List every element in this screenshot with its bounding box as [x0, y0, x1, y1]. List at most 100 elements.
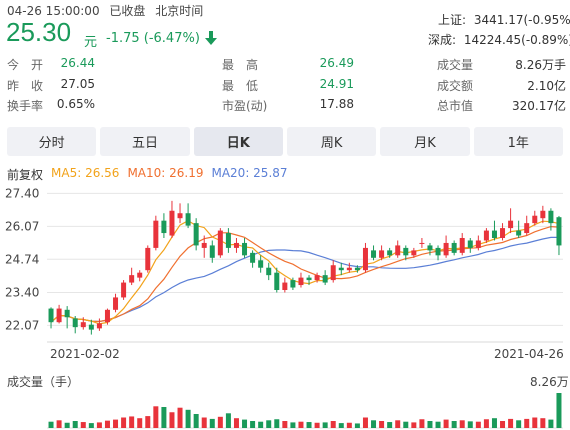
y-tick-label: 27.40	[5, 186, 39, 200]
candle-body	[137, 272, 143, 278]
candle-body	[290, 280, 296, 288]
adjust-mode-label[interactable]: 前复权	[7, 168, 44, 182]
volume-bar	[346, 422, 352, 428]
volume-bar	[524, 418, 530, 428]
ma20-line	[50, 236, 559, 323]
volume-bar	[516, 420, 522, 428]
candle-body	[508, 220, 514, 229]
tab-one-year[interactable]: 1年	[473, 127, 563, 156]
volume-bar	[169, 412, 175, 428]
tab-daily-k[interactable]: 日K	[193, 127, 283, 156]
stat-volume-value: 8.26万手	[515, 58, 566, 72]
candle-body	[104, 309, 110, 323]
x-start-label: 2021-02-02	[50, 347, 120, 361]
volume-bar	[56, 420, 62, 428]
volume-bar	[104, 420, 110, 428]
candle-body	[225, 233, 231, 248]
candle-body	[524, 223, 530, 234]
ma20-legend: MA20: 25.87	[211, 166, 288, 180]
candle-body	[427, 245, 433, 251]
tab-intraday[interactable]: 分时	[7, 127, 97, 156]
candle-body	[56, 308, 62, 323]
volume-bar	[322, 422, 328, 428]
stat-pe-ratio-label: 市盈(动)	[222, 99, 268, 113]
volume-bar	[209, 418, 215, 428]
candle-body	[346, 267, 352, 271]
candle-body	[258, 260, 264, 268]
volume-bar	[483, 419, 489, 428]
volume-bar	[467, 421, 473, 428]
candle-body	[88, 324, 94, 330]
volume-bar	[491, 418, 497, 428]
volume-max-label: 8.26万	[530, 375, 569, 389]
candle-body	[96, 323, 102, 329]
candle-body	[491, 230, 497, 238]
candle-body	[153, 220, 159, 248]
candle-body	[177, 213, 183, 219]
ma10-legend: MA10: 26.19	[127, 166, 204, 180]
candle-body	[201, 242, 207, 248]
volume-bar	[330, 421, 336, 428]
volume-bar	[532, 417, 538, 428]
volume-bar	[508, 418, 514, 428]
stat-prev-close-value: 27.05	[60, 77, 95, 91]
tab-five-day[interactable]: 五日	[100, 127, 190, 156]
stat-low-label: 最 低	[222, 79, 259, 93]
candle-body	[443, 242, 449, 256]
volume-bar	[403, 421, 409, 428]
volume-bar	[298, 421, 304, 428]
candle-body	[379, 250, 385, 258]
candle-body	[362, 247, 368, 271]
volume-bar	[500, 421, 506, 428]
volume-bar	[193, 414, 199, 428]
candle-body	[209, 245, 215, 258]
candle-body	[48, 308, 54, 323]
volume-bar	[451, 421, 457, 428]
stat-open-label: 今 开	[7, 58, 44, 72]
candle-body	[145, 247, 151, 271]
candle-body	[298, 277, 304, 286]
candle-body	[540, 210, 546, 219]
volume-bar	[64, 422, 70, 428]
volume-bar	[459, 420, 465, 428]
candle-body	[113, 297, 119, 310]
volume-bar	[548, 419, 554, 428]
candle-body	[129, 275, 135, 283]
stat-prev-close-label: 昨 收	[7, 79, 44, 93]
volume-bar	[362, 417, 368, 428]
index-sz[interactable]: 深成: 14224.45(-0.89%)	[428, 31, 570, 48]
volume-bar	[96, 422, 102, 428]
index-sh-label: 上证:	[438, 13, 467, 27]
volume-bar	[427, 421, 433, 428]
candle-body	[185, 213, 191, 226]
stat-open-value: 26.44	[60, 56, 95, 70]
volume-bar	[475, 421, 481, 428]
candle-body	[217, 230, 223, 256]
volume-bar	[540, 418, 546, 428]
candle-body	[411, 250, 417, 256]
index-sh[interactable]: 上证: 3441.17(-0.95%)	[438, 11, 570, 28]
x-end-label: 2021-04-26	[494, 347, 564, 361]
volume-bar	[88, 423, 94, 428]
candle-body	[556, 217, 562, 246]
volume-bar	[185, 409, 191, 428]
candle-body	[459, 238, 465, 253]
tab-monthly-k[interactable]: 月K	[380, 127, 470, 156]
candle-body	[419, 242, 425, 244]
tab-weekly-k[interactable]: 周K	[286, 127, 377, 156]
volume-bar	[371, 420, 377, 428]
index-sz-value: 14224.45(-0.89%)	[463, 33, 570, 47]
candle-body	[500, 228, 506, 238]
volume-bar	[121, 417, 127, 428]
candle-body	[532, 215, 538, 224]
candle-body	[80, 322, 86, 328]
candle-body	[467, 240, 473, 248]
stat-high-value: 26.49	[319, 56, 354, 70]
volume-bar	[282, 421, 288, 428]
volume-bar	[290, 422, 296, 428]
volume-bar	[80, 422, 86, 428]
candle-body	[242, 242, 248, 256]
volume-bar	[137, 418, 143, 428]
volume-title: 成交量（手）	[7, 375, 80, 389]
